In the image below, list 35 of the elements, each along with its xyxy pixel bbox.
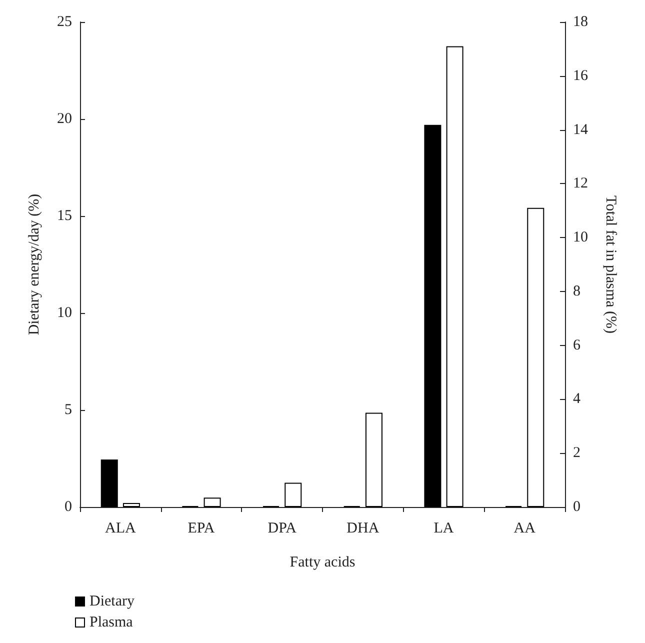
x-tick-label: DHA: [346, 520, 380, 536]
bar: [424, 124, 442, 507]
y-tick-label: 20: [57, 111, 72, 127]
y2-tick-label: 8: [573, 283, 580, 300]
y2-tick-label: 14: [573, 122, 588, 138]
bar: [284, 482, 302, 507]
y2-tick-label: 0: [573, 499, 580, 515]
y-tick-label: 25: [57, 14, 72, 30]
y2-tick-label: 16: [573, 68, 588, 84]
x-tick-label: ALA: [105, 520, 136, 536]
bar: [122, 502, 140, 507]
y-tick-label: 0: [64, 499, 72, 515]
y2-axis-title: Total fat in plasma (%): [602, 195, 618, 334]
legend-label: Dietary: [90, 594, 135, 610]
legend-label: Plasma: [90, 614, 134, 630]
x-tick-label: DPA: [268, 520, 297, 536]
y-tick-label: 15: [57, 208, 72, 224]
y-axis-title: Dietary energy/day (%): [26, 194, 42, 336]
y2-tick-label: 10: [573, 230, 588, 246]
y2-tick-label: 2: [573, 445, 580, 462]
y2-tick-label: 12: [573, 176, 588, 192]
y2-tick-label: 4: [573, 391, 581, 408]
bar: [365, 412, 382, 507]
y-tick-label: 5: [64, 402, 72, 418]
bar: [446, 46, 464, 507]
bar: [527, 208, 544, 507]
y2-tick-label: 18: [573, 14, 588, 30]
x-tick-label: LA: [434, 520, 454, 536]
y-tick-label: 10: [57, 305, 72, 321]
bar: [204, 498, 221, 507]
y2-tick-label: 6: [573, 337, 581, 354]
x-tick-label: EPA: [188, 520, 215, 536]
bar: [100, 459, 118, 507]
x-tick-label: AA: [514, 520, 536, 536]
x-axis-title: Fatty acids: [290, 554, 356, 570]
